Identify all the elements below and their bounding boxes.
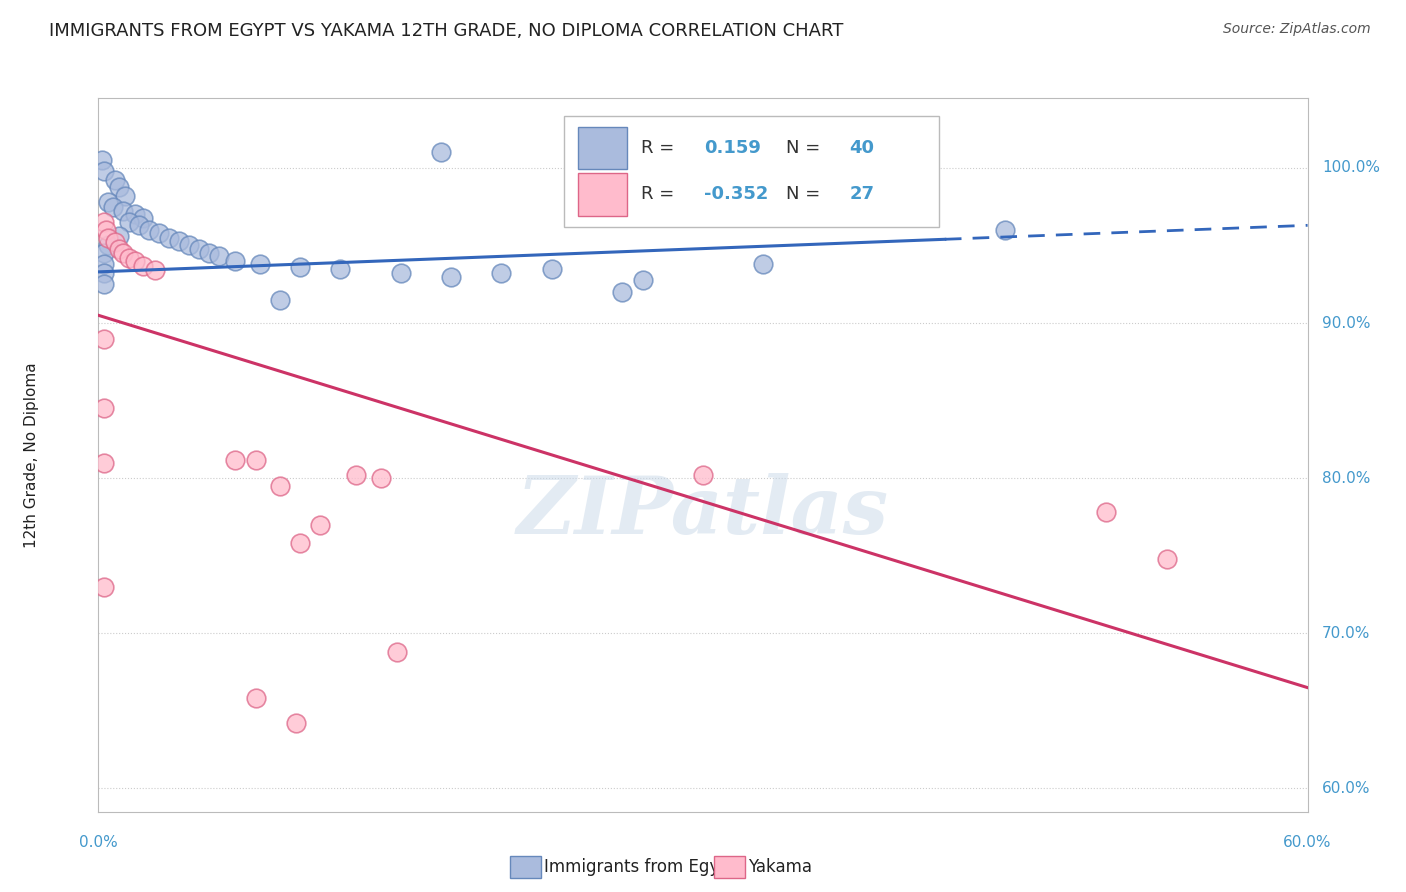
Text: N =: N = — [786, 186, 827, 203]
Point — [344, 468, 367, 483]
Point — [132, 211, 155, 225]
FancyBboxPatch shape — [578, 173, 627, 216]
Point — [97, 195, 120, 210]
Point — [1156, 552, 1178, 566]
Point — [329, 261, 352, 276]
Point — [124, 254, 146, 268]
Text: 60.0%: 60.0% — [1284, 835, 1331, 849]
Point — [93, 267, 115, 281]
Point — [93, 332, 115, 346]
Text: R =: R = — [641, 139, 681, 157]
Point — [93, 215, 115, 229]
Point — [96, 223, 118, 237]
Point — [93, 456, 115, 470]
Point — [132, 259, 155, 273]
Point — [91, 153, 114, 168]
Text: 60.0%: 60.0% — [1322, 781, 1371, 796]
FancyBboxPatch shape — [578, 127, 627, 169]
Point — [269, 293, 291, 307]
Point — [167, 234, 190, 248]
FancyBboxPatch shape — [564, 116, 939, 227]
Point — [269, 479, 291, 493]
Point — [491, 267, 513, 281]
Text: 0.0%: 0.0% — [79, 835, 118, 849]
Point — [111, 204, 134, 219]
Text: 100.0%: 100.0% — [1322, 161, 1381, 176]
Point — [288, 536, 311, 550]
FancyBboxPatch shape — [510, 856, 541, 878]
Point — [208, 249, 231, 263]
Point — [249, 257, 271, 271]
Point — [385, 645, 408, 659]
Text: 80.0%: 80.0% — [1322, 471, 1371, 485]
Point — [540, 261, 562, 276]
Point — [97, 238, 120, 252]
Point — [107, 229, 129, 244]
Point — [118, 215, 141, 229]
Point — [224, 254, 246, 268]
Text: 70.0%: 70.0% — [1322, 626, 1371, 640]
Point — [692, 468, 714, 483]
Point — [188, 242, 211, 256]
Text: 40: 40 — [849, 139, 875, 157]
Text: Yakama: Yakama — [748, 858, 813, 876]
Point — [103, 235, 125, 250]
Text: -0.352: -0.352 — [704, 186, 769, 203]
Point — [612, 285, 634, 299]
Text: ZIPatlas: ZIPatlas — [517, 474, 889, 550]
Point — [138, 223, 160, 237]
FancyBboxPatch shape — [714, 856, 745, 878]
Point — [288, 260, 311, 275]
Point — [93, 164, 115, 178]
Point — [103, 173, 125, 187]
Point — [245, 691, 267, 706]
Point — [97, 231, 120, 245]
Point — [124, 207, 146, 221]
Point — [148, 226, 170, 240]
Text: 12th Grade, No Diploma: 12th Grade, No Diploma — [24, 362, 39, 548]
Point — [752, 257, 775, 271]
Point — [111, 246, 134, 260]
Point — [128, 219, 150, 233]
Point — [157, 231, 180, 245]
Text: N =: N = — [786, 139, 827, 157]
Point — [284, 716, 307, 731]
Point — [440, 269, 463, 284]
Point — [370, 471, 392, 485]
Point — [224, 452, 246, 467]
Point — [118, 251, 141, 265]
Point — [107, 242, 129, 256]
Point — [245, 452, 267, 467]
Point — [114, 189, 136, 203]
Point — [1095, 505, 1118, 519]
Point — [101, 200, 124, 214]
Point — [107, 179, 129, 194]
Point — [309, 517, 332, 532]
Text: 27: 27 — [849, 186, 875, 203]
Point — [93, 401, 115, 416]
Point — [631, 272, 654, 286]
Text: 90.0%: 90.0% — [1322, 316, 1371, 331]
Point — [994, 223, 1017, 237]
Text: 0.159: 0.159 — [704, 139, 761, 157]
Text: Source: ZipAtlas.com: Source: ZipAtlas.com — [1223, 22, 1371, 37]
Point — [389, 267, 412, 281]
Point — [93, 277, 115, 292]
Text: R =: R = — [641, 186, 681, 203]
Text: IMMIGRANTS FROM EGYPT VS YAKAMA 12TH GRADE, NO DIPLOMA CORRELATION CHART: IMMIGRANTS FROM EGYPT VS YAKAMA 12TH GRA… — [49, 22, 844, 40]
Point — [93, 246, 115, 260]
Point — [198, 246, 221, 260]
Point — [430, 145, 453, 160]
Text: Immigrants from Egypt: Immigrants from Egypt — [544, 858, 737, 876]
Point — [177, 238, 201, 252]
Point — [143, 263, 166, 277]
Point — [93, 580, 115, 594]
Point — [93, 257, 115, 271]
